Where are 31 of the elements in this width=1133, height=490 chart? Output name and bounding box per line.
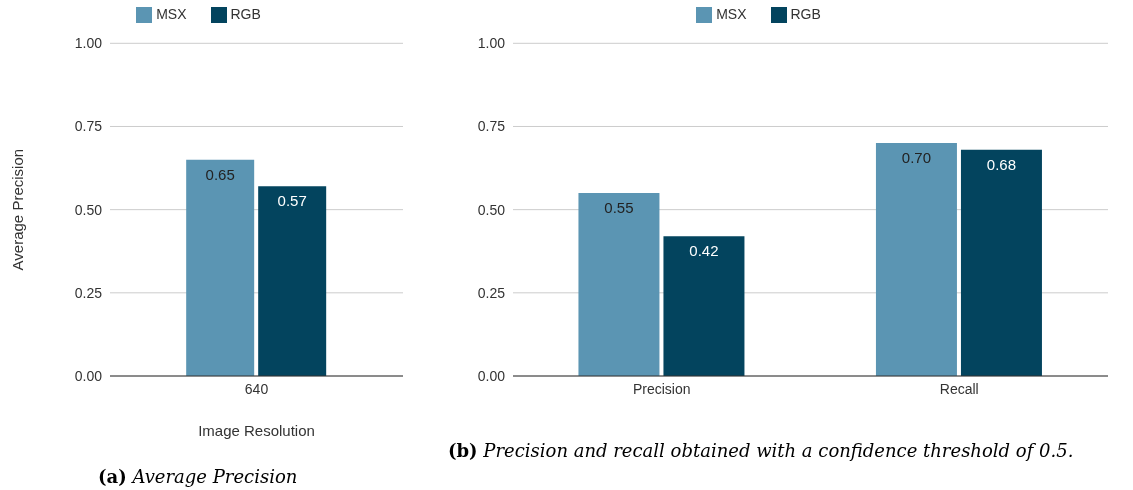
legend-label: MSX [156,6,187,22]
legend-label: MSX [716,6,747,22]
data-label: 0.70 [901,149,932,167]
data-label: 0.42 [689,242,719,260]
bar [960,149,1042,376]
y-tick-label: 0.75 [74,118,103,135]
y-tick-label: 0.25 [74,284,103,301]
x-axis-title: Image Resolution [198,422,315,439]
data-label: 0.57 [277,192,307,210]
text: (b) Precision and recall obtained with a confidence threshold of 0.5. [448,440,1074,461]
y-tick-label: 1.00 [74,35,103,52]
y-axis-title: Average Precision [9,148,27,271]
y-tick-label: 0.25 [477,284,506,301]
y-tick-label: 0.50 [74,201,103,218]
data-label: 0.65 [205,165,235,183]
legend-label: RGB [230,6,261,22]
x-tick-label: 640 [244,380,269,397]
x-tick-label: Precision [632,380,691,397]
bar [875,143,957,376]
y-tick-label: 1.00 [477,35,506,52]
y-tick-label: 0.00 [74,367,103,384]
data-label: 0.55 [604,199,634,217]
y-tick-label: 0.00 [477,367,506,384]
y-tick-label: 0.75 [477,118,506,135]
y-tick-label: 0.50 [477,201,506,218]
text: (a) Average Precision [98,466,298,487]
x-tick-label: Recall [939,380,979,397]
legend-label: RGB [790,6,821,22]
bar [578,193,660,376]
data-label: 0.68 [986,155,1017,173]
bar [663,236,745,376]
